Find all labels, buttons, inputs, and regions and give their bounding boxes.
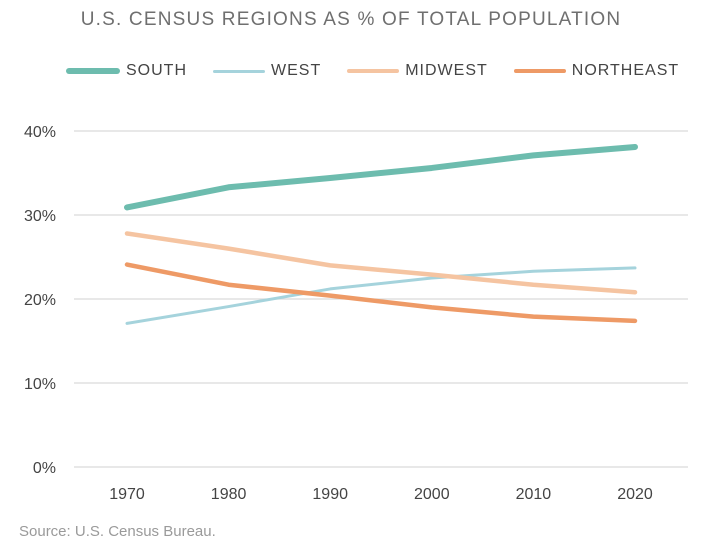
series-line-northeast	[124, 262, 638, 324]
legend-swatch-west	[213, 69, 265, 73]
y-tick-label: 10%	[24, 376, 56, 393]
series-line-midwest	[124, 231, 638, 295]
x-tick-label: 2000	[414, 486, 450, 503]
legend-swatch-midwest	[347, 69, 400, 73]
x-tick-label: 1990	[312, 486, 348, 503]
legend-label-south: SOUTH	[126, 62, 187, 79]
y-tick-label: 0%	[33, 460, 56, 477]
chart-title: U.S. CENSUS REGIONS AS % OF TOTAL POPULA…	[80, 9, 622, 30]
legend-item-south: SOUTH	[66, 62, 187, 80]
legend-label-northeast: NORTHEAST	[571, 62, 680, 79]
chart-legend: SOUTH WEST MIDWEST NORTHEAST	[66, 62, 702, 80]
y-tick-label: 20%	[24, 292, 56, 309]
legend-label-midwest: MIDWEST	[405, 62, 488, 79]
legend-swatch-northeast	[513, 69, 566, 73]
x-tick-label: 1970	[109, 486, 145, 503]
legend-item-west: WEST	[213, 62, 321, 80]
legend-swatch-south	[66, 68, 120, 74]
legend-label-west: WEST	[271, 62, 322, 79]
x-tick-label: 2010	[516, 486, 552, 503]
source-note: Source: U.S. Census Bureau.	[19, 523, 216, 540]
y-tick-label: 30%	[24, 208, 56, 225]
series-line-west	[125, 266, 637, 325]
x-tick-label: 2020	[617, 486, 653, 503]
y-tick-label: 40%	[24, 124, 56, 141]
legend-item-northeast: NORTHEAST	[513, 62, 680, 80]
legend-item-midwest: MIDWEST	[347, 62, 488, 80]
series-line-south	[124, 143, 638, 211]
x-tick-label: 1980	[211, 486, 247, 503]
